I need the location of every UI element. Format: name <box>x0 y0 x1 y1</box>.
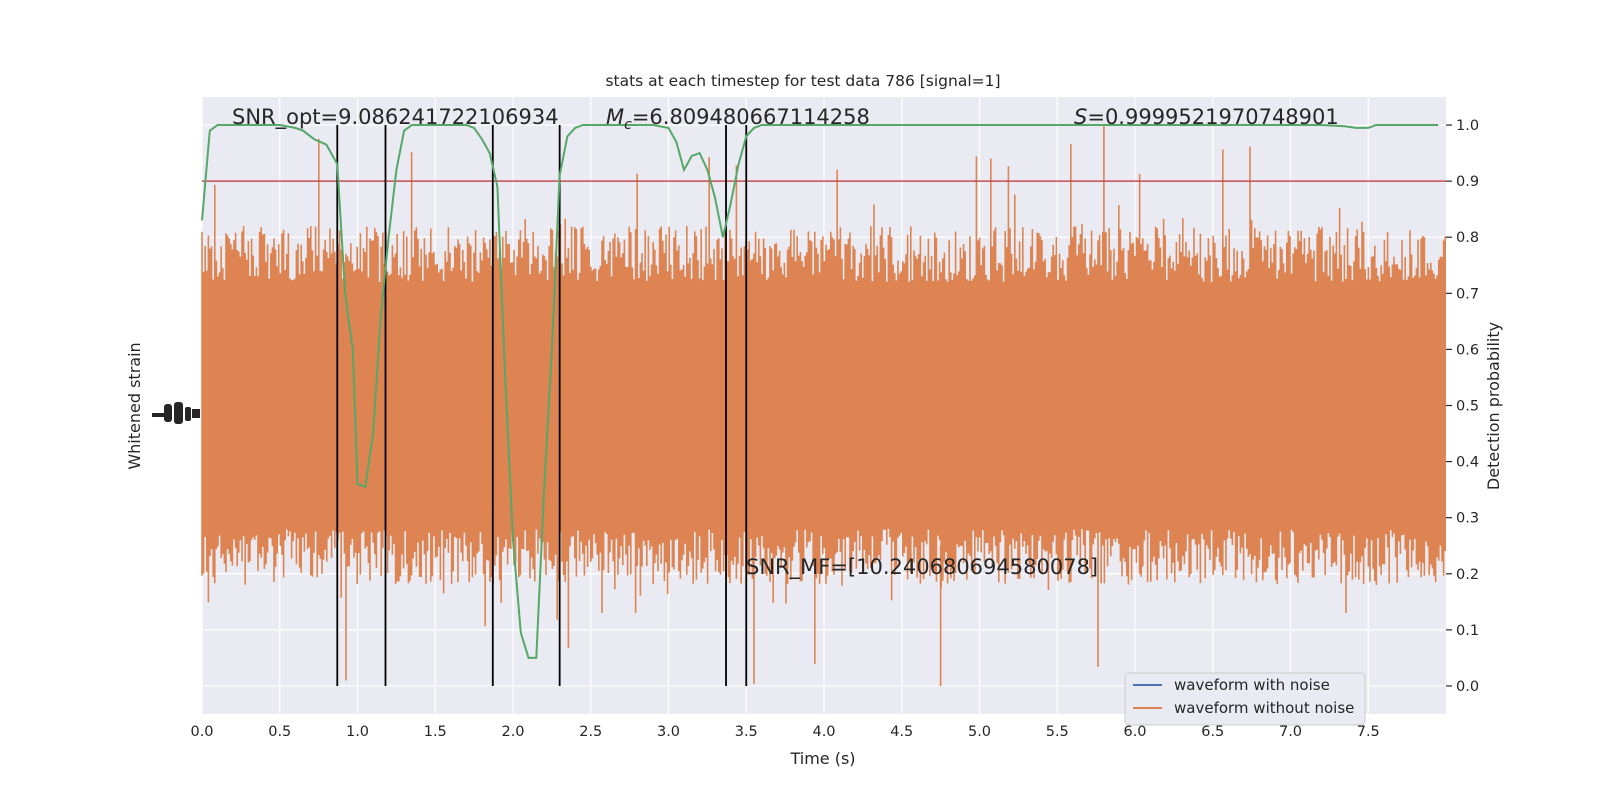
annotation-mc: Mc=6.809480667114258 <box>606 105 870 133</box>
y-right-tick-label: 0.1 <box>1456 623 1479 639</box>
annotation-mc-symbol: M <box>606 105 624 129</box>
strain-series-without-noise <box>201 125 1446 686</box>
y-right-tick-label: 0.8 <box>1456 230 1479 246</box>
annotation-s-symbol: S <box>1074 105 1087 129</box>
x-tick-label: 3.5 <box>735 724 758 740</box>
y-right-tick-label: 0.7 <box>1456 286 1479 302</box>
y-right-tick-label: 1.0 <box>1456 118 1479 134</box>
y-right-tick-label: 0.4 <box>1456 455 1479 471</box>
y-right-tick-label: 0.3 <box>1456 511 1479 527</box>
vertical-markers <box>336 125 748 686</box>
x-tick-label: 7.0 <box>1279 724 1302 740</box>
annotation-snr-opt: SNR_opt=9.086241722106934 <box>232 105 559 130</box>
x-tick-label: 7.5 <box>1357 724 1380 740</box>
legend-label-with-noise: waveform with noise <box>1174 676 1330 694</box>
y-right-tick-label: 0.2 <box>1456 567 1479 583</box>
y-right-tick-label: 0.9 <box>1456 174 1479 190</box>
annotation-s-value: =0.9999521970748901 <box>1087 105 1338 129</box>
annotation-mc-value: =6.809480667114258 <box>632 105 870 129</box>
x-tick-label: 0.0 <box>190 724 213 740</box>
chart-title: stats at each timestep for test data 786… <box>605 72 1000 90</box>
legend-frame <box>1124 672 1366 726</box>
x-tick-label: 5.5 <box>1046 724 1069 740</box>
legend-label-without-noise: waveform without noise <box>1174 699 1354 717</box>
x-tick-label: 1.0 <box>346 724 369 740</box>
x-tick-label: 3.0 <box>657 724 680 740</box>
detection-probability-series <box>201 124 1439 659</box>
x-tick-label: 1.5 <box>424 724 447 740</box>
y-right-tick-label: 0.0 <box>1456 679 1479 695</box>
y-axis-label-right: Detection probability <box>1484 322 1503 490</box>
axes: 0.0 0.5 1.0 1.5 2.0 2.5 3.0 3.5 4.0 4.5 5.0 5.5 6.0 6… <box>190 118 1479 740</box>
x-tick-label: 2.0 <box>501 724 524 740</box>
x-tick-label: 6.5 <box>1201 724 1224 740</box>
y-right-tick-label: 0.5 <box>1456 399 1479 415</box>
x-tick-label: 2.5 <box>579 724 602 740</box>
left-axis-overlapping-ticks <box>152 402 200 424</box>
y-axis-label-left: Whitened strain <box>125 342 144 469</box>
x-tick-label: 5.0 <box>968 724 991 740</box>
x-tick-label: 6.0 <box>1123 724 1146 740</box>
x-tick-label: 4.0 <box>812 724 835 740</box>
strain-noise-trace <box>201 138 1446 684</box>
detection-probability-line <box>201 124 1439 659</box>
x-tick-label: 0.5 <box>268 724 291 740</box>
annotation-mc-subscript: c <box>624 117 632 133</box>
x-tick-label: 4.5 <box>890 724 913 740</box>
x-axis-label: Time (s) <box>789 749 855 768</box>
y-right-tick-label: 0.6 <box>1456 342 1479 358</box>
annotation-s: S=0.9999521970748901 <box>1074 105 1339 129</box>
annotation-snr-mf: SNR_MF=[10.240680694580078] <box>746 555 1098 580</box>
legend: waveform with noise waveform without noi… <box>1124 672 1366 726</box>
